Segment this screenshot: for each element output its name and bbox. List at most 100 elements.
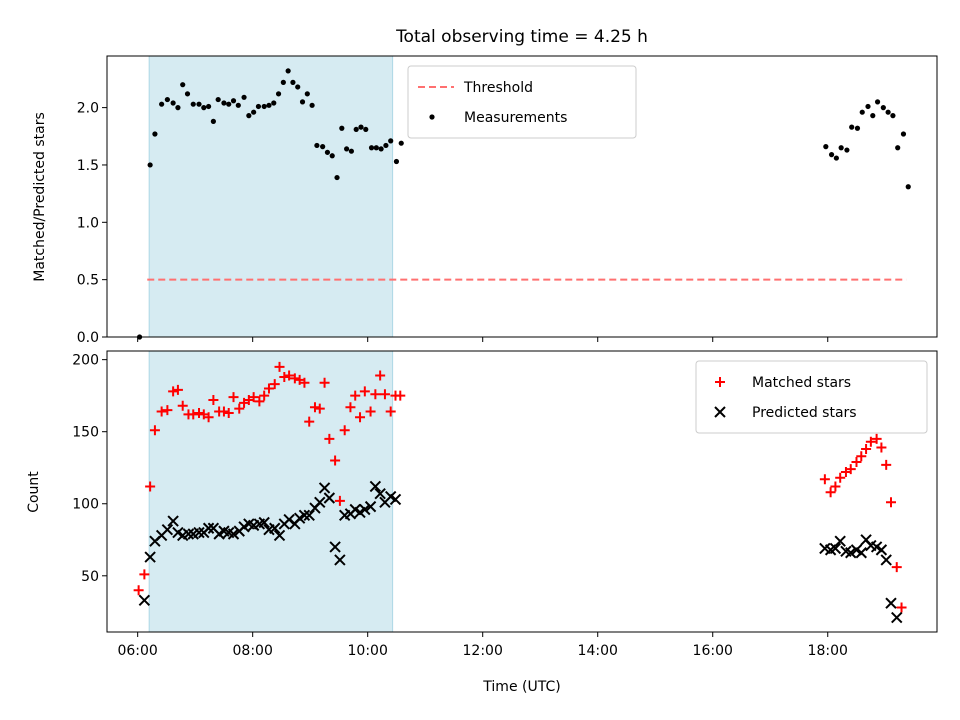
plot-frame bbox=[106, 350, 938, 633]
y-tick-label: 1.5 bbox=[77, 158, 99, 174]
x-tick-label: 18:00 bbox=[808, 643, 848, 659]
data-point bbox=[221, 100, 227, 106]
data-point bbox=[379, 389, 390, 400]
data-point bbox=[147, 162, 153, 168]
shaded-interval bbox=[148, 350, 394, 633]
data-point bbox=[355, 412, 366, 423]
data-point bbox=[880, 105, 886, 111]
data-point bbox=[874, 99, 881, 105]
data-point bbox=[280, 79, 286, 85]
y-tick-label: 150 bbox=[72, 425, 99, 441]
data-point bbox=[180, 82, 186, 88]
data-point bbox=[299, 377, 310, 388]
data-point bbox=[890, 113, 896, 119]
data-point bbox=[269, 522, 281, 534]
data-point bbox=[389, 493, 402, 506]
data-point bbox=[388, 138, 394, 144]
y-axis-label-ratio: Matched/Predicted stars bbox=[32, 112, 48, 282]
data-point bbox=[323, 492, 336, 504]
data-point bbox=[170, 100, 176, 106]
data-point bbox=[226, 101, 232, 107]
data-point bbox=[246, 113, 252, 119]
data-point bbox=[227, 528, 240, 540]
data-point bbox=[900, 131, 907, 137]
data-point bbox=[175, 105, 181, 111]
data-point bbox=[845, 547, 857, 559]
x-tick-label: 14:00 bbox=[578, 643, 618, 659]
series-measurements bbox=[136, 68, 911, 340]
data-point bbox=[359, 503, 371, 516]
data-point bbox=[223, 407, 234, 418]
data-point bbox=[188, 409, 199, 420]
data-point bbox=[258, 516, 270, 529]
data-point bbox=[149, 425, 160, 436]
data-point bbox=[828, 152, 835, 158]
data-point bbox=[373, 145, 379, 151]
data-point bbox=[834, 535, 846, 547]
data-point bbox=[156, 406, 167, 417]
data-point bbox=[190, 101, 196, 107]
data-point bbox=[303, 509, 315, 521]
data-point bbox=[159, 101, 165, 107]
data-point bbox=[329, 541, 341, 553]
data-point bbox=[364, 500, 377, 513]
data-point bbox=[320, 144, 326, 150]
data-point bbox=[235, 102, 241, 108]
data-point bbox=[365, 406, 376, 417]
data-point bbox=[854, 125, 861, 131]
legend-marker bbox=[429, 114, 435, 120]
data-point bbox=[193, 526, 205, 539]
data-point bbox=[374, 487, 386, 500]
data-point bbox=[172, 384, 183, 395]
y-tick-label: 1.0 bbox=[77, 215, 99, 231]
data-point bbox=[825, 487, 836, 498]
data-point bbox=[196, 101, 202, 107]
data-point bbox=[251, 109, 257, 115]
panel-counts: 50 100 150 200 06:00 08:00 10:00 12:00 14:00 16:0… bbox=[72, 350, 938, 659]
legend-label: Predicted stars bbox=[752, 405, 857, 421]
series-matched-stars bbox=[133, 361, 907, 613]
legend-box bbox=[695, 360, 928, 434]
data-point bbox=[184, 91, 191, 97]
data-point bbox=[861, 443, 872, 454]
y-tick-label: 50 bbox=[81, 569, 99, 585]
y-tick-label: 200 bbox=[72, 353, 99, 369]
data-point bbox=[865, 436, 876, 447]
data-point bbox=[314, 403, 325, 414]
data-point bbox=[363, 126, 369, 133]
data-point bbox=[885, 597, 897, 609]
data-point bbox=[370, 389, 381, 400]
data-point bbox=[218, 406, 229, 417]
data-point bbox=[378, 146, 384, 152]
x-tick-label: 10:00 bbox=[348, 643, 388, 659]
data-point bbox=[383, 142, 389, 149]
data-point bbox=[359, 386, 370, 397]
data-point bbox=[905, 184, 911, 190]
data-point bbox=[309, 402, 320, 413]
data-point bbox=[339, 425, 350, 436]
data-point bbox=[823, 144, 829, 150]
x-tick-label: 06:00 bbox=[117, 643, 157, 659]
data-point bbox=[133, 585, 144, 596]
data-point bbox=[324, 433, 335, 444]
data-point bbox=[205, 103, 212, 110]
data-point bbox=[368, 145, 375, 151]
data-point bbox=[833, 155, 839, 161]
data-point bbox=[885, 109, 891, 115]
data-point bbox=[215, 96, 221, 103]
data-point bbox=[167, 515, 179, 527]
data-point bbox=[230, 98, 237, 104]
data-point bbox=[875, 544, 888, 556]
data-point bbox=[334, 554, 346, 566]
data-point bbox=[845, 464, 856, 475]
data-point bbox=[891, 611, 903, 624]
data-point bbox=[210, 118, 216, 124]
data-point bbox=[152, 131, 158, 137]
data-point bbox=[855, 547, 867, 559]
data-point bbox=[261, 103, 267, 110]
data-point bbox=[309, 102, 315, 108]
data-point bbox=[248, 392, 259, 403]
data-point bbox=[880, 554, 892, 566]
panel-ratio: 0.0 0.5 1.0 1.5 2.0 Threshold Measurements bbox=[77, 55, 938, 346]
